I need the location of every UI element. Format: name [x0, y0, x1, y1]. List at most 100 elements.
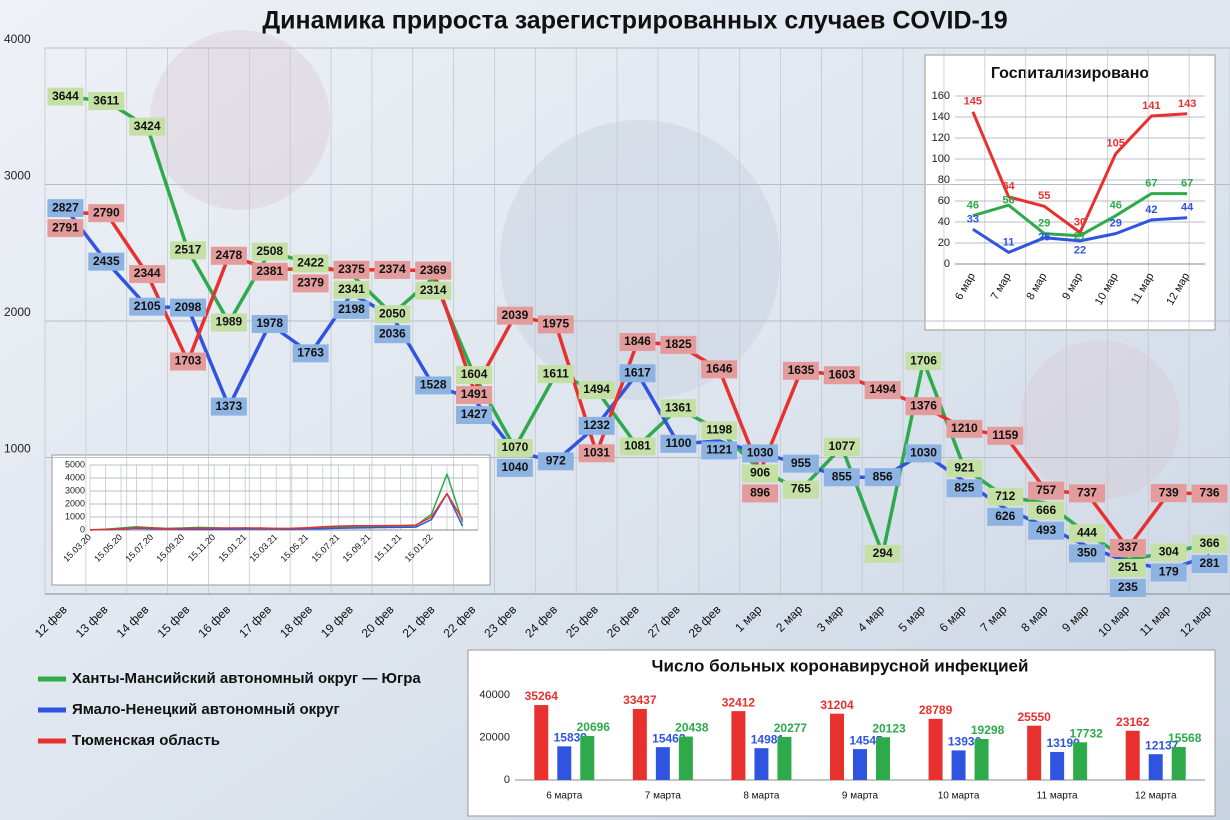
data-label: 1070: [502, 440, 529, 454]
data-label: 3644: [52, 89, 79, 103]
data-label: 30: [1074, 216, 1086, 228]
data-label: 2105: [134, 299, 161, 313]
data-label: 14545: [849, 733, 883, 747]
data-label: 1494: [583, 382, 610, 396]
data-label: 1603: [828, 367, 855, 381]
data-label: 14981: [751, 732, 785, 746]
bar: [951, 750, 966, 780]
label-bg: [251, 315, 288, 334]
bar: [754, 748, 769, 780]
x-tick-label: 6 марта: [546, 791, 583, 802]
data-label: 2435: [93, 254, 120, 268]
data-label: 251: [1118, 560, 1138, 574]
label-bg: [496, 306, 533, 325]
data-label: 1373: [216, 399, 243, 413]
label-bg: [47, 219, 84, 238]
data-label: 20123: [872, 721, 906, 735]
label-bg: [170, 352, 207, 371]
y-tick-label: 140: [932, 111, 950, 123]
data-label: 765: [791, 482, 811, 496]
label-bg: [1109, 558, 1146, 577]
data-label: 1635: [788, 363, 815, 377]
data-label: 2478: [216, 248, 243, 262]
data-label: 2098: [175, 300, 202, 314]
label-bg: [1150, 543, 1187, 562]
decor: [150, 30, 330, 210]
decor: [500, 120, 780, 400]
data-label: 304: [1159, 545, 1179, 559]
data-label: 856: [873, 469, 893, 483]
data-label: 1198: [706, 423, 732, 437]
data-label: 1604: [461, 367, 488, 381]
label-bg: [210, 246, 247, 265]
data-label: 350: [1077, 546, 1097, 560]
data-label: 444: [1077, 526, 1097, 540]
label-bg: [905, 444, 942, 463]
y-tick-label: 2000: [65, 498, 85, 508]
bar: [1171, 746, 1186, 780]
label-bg: [292, 274, 329, 293]
label-bg: [782, 480, 819, 499]
label-bg: [374, 325, 411, 344]
data-label: 1210: [951, 421, 978, 435]
data-label: 1077: [828, 439, 855, 453]
data-label: 46: [967, 200, 979, 212]
data-label: 712: [995, 489, 1015, 503]
label-bg: [129, 265, 166, 284]
label-bg: [864, 544, 901, 563]
data-label: 29: [1038, 217, 1050, 229]
label-bg: [782, 454, 819, 473]
y-tick-label: 5000: [65, 459, 85, 469]
data-label: 15462: [652, 731, 686, 745]
y-tick-label: 40000: [479, 689, 510, 701]
label-bg: [210, 397, 247, 416]
data-label: 35264: [525, 689, 559, 703]
data-label: 67: [1181, 178, 1193, 190]
data-label: 2827: [52, 200, 79, 214]
data-label: 2379: [297, 276, 324, 290]
label-bg: [456, 386, 493, 405]
data-label: 2039: [502, 308, 529, 322]
data-label: 2508: [256, 244, 283, 258]
data-label: 1030: [910, 446, 937, 460]
bar: [1027, 725, 1042, 780]
data-label: 1232: [583, 418, 610, 432]
label-bg: [170, 298, 207, 317]
data-label: 2791: [52, 220, 79, 234]
label-bg: [701, 441, 738, 460]
data-label: 1031: [583, 445, 610, 459]
y-tick-label: 3000: [4, 169, 31, 183]
data-label: 1703: [175, 354, 202, 368]
bar: [1148, 754, 1163, 780]
data-label: 67: [1145, 178, 1157, 190]
data-label: 2341: [338, 282, 365, 296]
data-label: 1159: [992, 428, 1018, 442]
data-label: 25550: [1017, 710, 1051, 724]
label-bg: [619, 437, 656, 456]
bar: [853, 749, 867, 780]
data-label: 25: [1038, 231, 1050, 243]
data-label: 20696: [577, 720, 611, 734]
label-bg: [1109, 578, 1146, 597]
data-label: 1975: [542, 317, 569, 331]
data-label: 179: [1159, 565, 1179, 579]
data-label: 855: [832, 469, 852, 483]
y-tick-label: 0: [944, 258, 950, 270]
label-bg: [333, 300, 370, 319]
bar: [557, 746, 572, 780]
label-bg: [1191, 484, 1228, 503]
label-bg: [1028, 521, 1065, 540]
bar: [974, 738, 989, 780]
data-label: 294: [873, 546, 893, 560]
data-label: 55: [1038, 190, 1050, 202]
label-bg: [578, 416, 615, 435]
data-label: 1100: [665, 436, 691, 450]
y-tick-label: 2000: [4, 305, 31, 319]
data-label: 2381: [256, 264, 283, 278]
y-tick-label: 40: [938, 216, 950, 228]
data-label: 22: [1074, 244, 1086, 256]
data-label: 1846: [624, 334, 651, 348]
label-bg: [292, 344, 329, 363]
data-label: 1081: [624, 439, 651, 453]
